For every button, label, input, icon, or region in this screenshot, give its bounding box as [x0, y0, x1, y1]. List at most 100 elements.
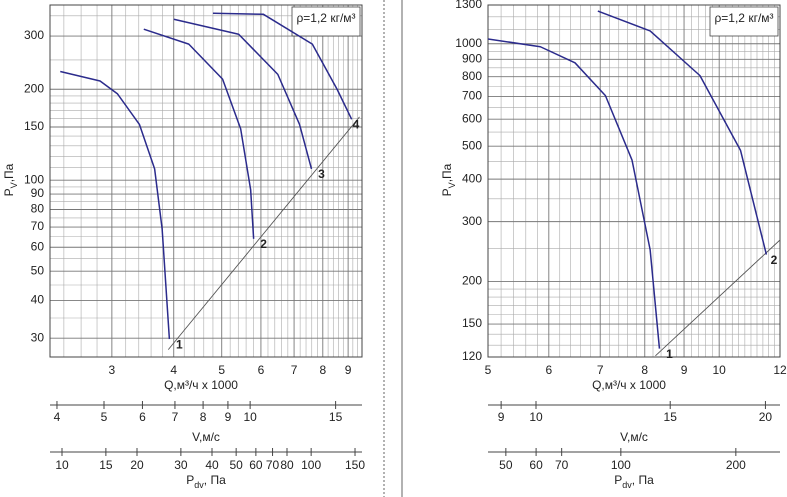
- y-tick-label: 70: [31, 219, 45, 233]
- y-tick-label: 150: [24, 119, 44, 133]
- x-tick-label: 4: [170, 363, 177, 377]
- x-axis-label: Q,м³/ч x 1000: [164, 378, 238, 392]
- series-group: [60, 12, 360, 350]
- aux-axis-label-part: P: [186, 473, 194, 487]
- aux-tick-label: 40: [205, 458, 219, 472]
- y-tick-label: 80: [31, 202, 45, 216]
- aux-axis-label: Pdv, Па: [186, 473, 226, 490]
- plot-area: [50, 5, 362, 357]
- y-axis-label-part: P: [2, 188, 16, 196]
- y-axis-label-part: P: [440, 188, 454, 196]
- curve: [597, 10, 768, 255]
- aux-tick-label: 100: [301, 458, 321, 472]
- y-tick-label: 700: [462, 89, 482, 103]
- curve: [488, 38, 661, 349]
- plot-frame: [487, 4, 781, 358]
- aux-tick-label: 15: [329, 410, 343, 424]
- aux-tick-label: 60: [529, 458, 543, 472]
- y-axis-label-part: V: [9, 182, 19, 188]
- curve-label: 4: [353, 118, 360, 132]
- aux-tick-label: 50: [499, 458, 513, 472]
- aux-tick-label: 20: [759, 410, 773, 424]
- aux-tick-label: 7: [172, 410, 179, 424]
- aux-tick-label: 10: [55, 458, 69, 472]
- plot-area: [488, 5, 780, 357]
- aux-tick-label: 6: [139, 410, 146, 424]
- y-tick-label: 900: [462, 51, 482, 65]
- y-axis-label: PV,Па: [2, 163, 19, 196]
- aux-tick-label: 80: [280, 458, 294, 472]
- y-axis-label-part: ,Па: [440, 163, 454, 182]
- y-tick-label: 800: [462, 69, 482, 83]
- x-tick-label: 12: [773, 363, 787, 377]
- aux-tick-label: 10: [243, 410, 257, 424]
- note-box: [709, 6, 779, 37]
- y-tick-label: 300: [462, 214, 482, 228]
- aux-tick-label: 5: [101, 410, 108, 424]
- y-tick-label: 600: [462, 111, 482, 125]
- aux-axis-label-part: , Па: [204, 473, 226, 487]
- system-line: [167, 116, 360, 350]
- curve-label: 1: [666, 347, 673, 361]
- aux-tick-label: 20: [130, 458, 144, 472]
- y-tick-label: 120: [462, 349, 482, 363]
- aux-axis-label-part: , Па: [632, 473, 654, 487]
- aux-tick-label: 200: [726, 458, 746, 472]
- y-tick-label: 30: [31, 330, 45, 344]
- plot-frame: [49, 4, 363, 358]
- y-tick-label: 500: [462, 138, 482, 152]
- y-tick-label: 1300: [455, 0, 482, 11]
- curve-label: 3: [318, 167, 325, 181]
- series-group: [488, 10, 780, 357]
- note: ρ=1,2 кг/м³: [296, 11, 355, 25]
- aux-tick-label: 15: [99, 458, 113, 472]
- x-axis-label: Q,м³/ч x 1000: [592, 378, 666, 392]
- x-tick-label: 7: [597, 363, 604, 377]
- curve-label: 1: [176, 337, 183, 351]
- y-tick-label: 200: [24, 81, 44, 95]
- x-tick-label: 8: [641, 363, 648, 377]
- aux-tick-label: 150: [345, 458, 365, 472]
- aux-tick-label: 15: [664, 410, 678, 424]
- aux-axis-label-part: dv: [622, 480, 632, 490]
- y-axis-label: PV,Па: [440, 163, 457, 196]
- curve-label: 2: [771, 253, 778, 267]
- x-tick-label: 3: [109, 363, 116, 377]
- x-tick-label: 8: [319, 363, 326, 377]
- y-tick-label: 200: [462, 274, 482, 288]
- curve: [60, 70, 171, 340]
- x-tick-label: 6: [258, 363, 265, 377]
- aux-tick-label: 9: [498, 410, 505, 424]
- curve: [212, 12, 353, 120]
- y-tick-label: 60: [31, 239, 45, 253]
- aux-tick-label: 4: [54, 410, 61, 424]
- aux-tick-label: 100: [611, 458, 631, 472]
- aux-tick-label: 30: [174, 458, 188, 472]
- curve: [173, 18, 313, 170]
- aux-tick-label: 70: [266, 458, 280, 472]
- aux-tick-label: 60: [249, 458, 263, 472]
- aux-axis-label: V,м/с: [192, 430, 220, 444]
- x-tick-label: 6: [545, 363, 552, 377]
- system-line: [655, 239, 780, 357]
- curve-label: 2: [260, 237, 267, 251]
- aux-tick-label: 70: [555, 458, 569, 472]
- y-tick-label: 400: [462, 171, 482, 185]
- aux-axis-label-part: V,м/с: [192, 430, 220, 444]
- note-box: [291, 6, 361, 37]
- y-axis-label-part: V: [447, 182, 457, 188]
- aux-tick-label: 50: [229, 458, 243, 472]
- aux-axis-label-part: dv: [194, 480, 204, 490]
- aux-tick-label: 10: [529, 410, 543, 424]
- x-tick-label: 7: [291, 363, 298, 377]
- aux-axis-label: V,м/с: [620, 430, 648, 444]
- curve: [143, 28, 255, 239]
- x-tick-label: 5: [485, 363, 492, 377]
- aux-axis-label-part: V,м/с: [620, 430, 648, 444]
- y-tick-label: 100: [24, 172, 44, 186]
- aux-axis-label: Pdv, Па: [614, 473, 654, 490]
- y-tick-label: 300: [24, 28, 44, 42]
- x-tick-label: 10: [713, 363, 727, 377]
- y-tick-label: 90: [31, 186, 45, 200]
